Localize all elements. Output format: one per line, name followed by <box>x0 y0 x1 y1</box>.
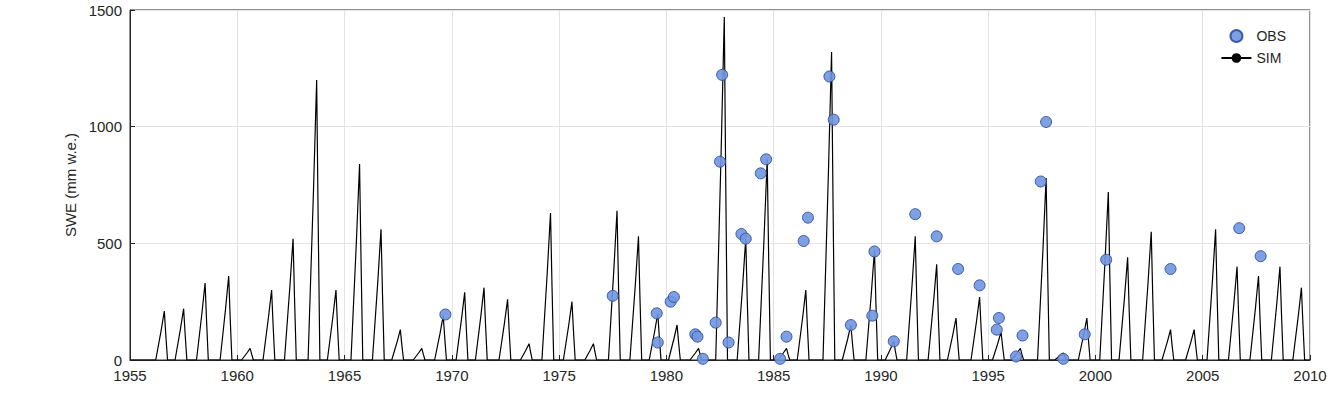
svg-text:1995: 1995 <box>971 367 1004 384</box>
svg-text:SWE (mm w.e.): SWE (mm w.e.) <box>62 133 79 237</box>
svg-text:2010: 2010 <box>1293 367 1326 384</box>
svg-text:1980: 1980 <box>650 367 683 384</box>
svg-text:2000: 2000 <box>1079 367 1112 384</box>
svg-text:1965: 1965 <box>328 367 361 384</box>
svg-text:500: 500 <box>97 235 122 252</box>
svg-text:1990: 1990 <box>864 367 897 384</box>
svg-text:1960: 1960 <box>221 367 254 384</box>
svg-text:1500: 1500 <box>89 2 122 19</box>
svg-text:1970: 1970 <box>435 367 468 384</box>
svg-text:1975: 1975 <box>542 367 575 384</box>
svg-text:1985: 1985 <box>757 367 790 384</box>
svg-text:0: 0 <box>114 352 122 369</box>
svg-text:2005: 2005 <box>1186 367 1219 384</box>
svg-text:OBS: OBS <box>1256 28 1286 44</box>
svg-text:1955: 1955 <box>113 367 146 384</box>
svg-text:1000: 1000 <box>89 118 122 135</box>
svg-text:SIM: SIM <box>1256 50 1281 66</box>
